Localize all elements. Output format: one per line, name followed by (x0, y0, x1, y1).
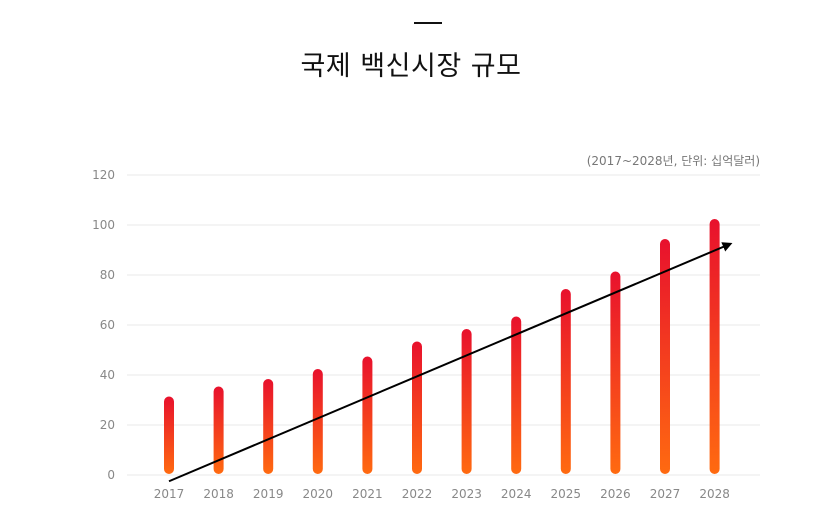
bar-2018 (213, 386, 224, 474)
bar-2024 (511, 316, 522, 474)
bar-2025 (560, 289, 571, 474)
trend-arrow (168, 242, 733, 483)
bar-2019 (263, 379, 274, 474)
x-tick-label: 2017 (154, 487, 185, 501)
x-tick-label: 2020 (303, 487, 334, 501)
y-tick-label: 0 (107, 468, 115, 482)
y-tick-label: 60 (100, 318, 115, 332)
x-tick-label: 2026 (600, 487, 631, 501)
bar-2020 (312, 369, 323, 474)
x-tick-label: 2024 (501, 487, 532, 501)
x-tick-label: 2025 (551, 487, 582, 501)
x-tick-label: 2028 (699, 487, 730, 501)
page-title: 국제 백신시장 규모 (300, 51, 522, 82)
x-tick-label: 2019 (253, 487, 284, 501)
y-tick-label: 120 (92, 168, 115, 182)
x-tick-label: 2021 (352, 487, 383, 501)
x-tick-label: 2022 (402, 487, 433, 501)
bar-2021 (362, 356, 373, 474)
y-tick-label: 20 (100, 418, 115, 432)
bar-2027 (660, 239, 670, 474)
x-tick-label: 2027 (650, 487, 681, 501)
bar-2022 (412, 341, 422, 474)
title-accent-bar (414, 22, 442, 24)
y-tick-label: 100 (92, 218, 115, 232)
chart-unit-note: (2017~2028년, 단위: 십억달러) (586, 154, 760, 168)
y-tick-label: 40 (100, 368, 115, 382)
y-tick-label: 80 (100, 268, 115, 282)
x-tick-label: 2023 (451, 487, 482, 501)
bar-2028 (709, 219, 720, 474)
bar-2026 (610, 271, 621, 474)
bar-2017 (164, 396, 174, 474)
bar-2023 (461, 329, 472, 474)
x-tick-label: 2018 (203, 487, 234, 501)
